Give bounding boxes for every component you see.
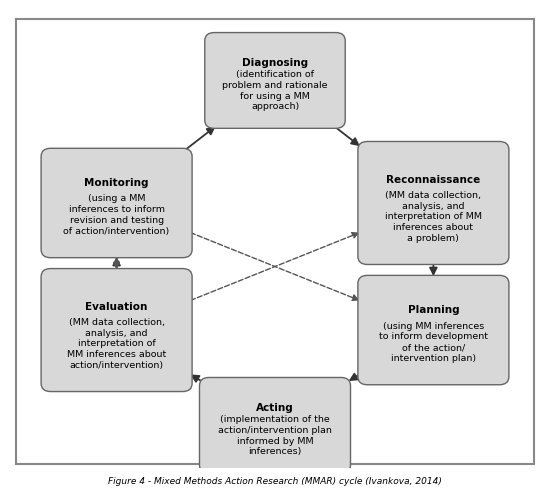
Text: Evaluation: Evaluation <box>85 302 148 312</box>
Text: Monitoring: Monitoring <box>84 178 149 187</box>
Text: Acting: Acting <box>256 403 294 413</box>
FancyBboxPatch shape <box>41 268 192 391</box>
Text: (implementation of the
action/intervention plan
informed by MM
inferences): (implementation of the action/interventi… <box>218 415 332 456</box>
Text: (identification of
problem and rationale
for using a MM
approach): (identification of problem and rationale… <box>222 70 328 111</box>
Text: (using MM inferences
to inform development
of the action/
intervention plan): (using MM inferences to inform developme… <box>379 322 488 363</box>
Text: (MM data collection,
analysis, and
interpretation of MM
inferences about
a probl: (MM data collection, analysis, and inter… <box>385 191 482 243</box>
Text: Planning: Planning <box>408 305 459 315</box>
Text: (using a MM
inferences to inform
revision and testing
of action/intervention): (using a MM inferences to inform revisio… <box>63 194 170 236</box>
Text: Reconnaissance: Reconnaissance <box>386 175 481 184</box>
FancyBboxPatch shape <box>200 378 350 473</box>
Text: Figure 4 - Mixed Methods Action Research (MMAR) cycle (Ivankova, 2014): Figure 4 - Mixed Methods Action Research… <box>108 477 442 486</box>
FancyBboxPatch shape <box>358 275 509 385</box>
Text: (MM data collection,
analysis, and
interpretation of
MM inferences about
action/: (MM data collection, analysis, and inter… <box>67 318 166 370</box>
FancyBboxPatch shape <box>205 33 345 128</box>
FancyBboxPatch shape <box>358 142 509 264</box>
FancyBboxPatch shape <box>41 148 192 258</box>
Text: Diagnosing: Diagnosing <box>242 58 308 68</box>
